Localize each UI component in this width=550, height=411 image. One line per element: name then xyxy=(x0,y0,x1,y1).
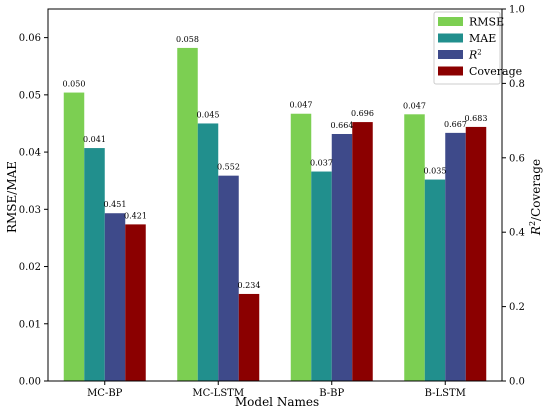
x-tick-label: B-LSTM xyxy=(425,388,466,399)
bar xyxy=(465,126,487,381)
x-tick-label: MC-BP xyxy=(87,388,123,399)
data-label: 0.451 xyxy=(104,200,127,209)
right-y-axis-title: R2/Coverage xyxy=(528,159,543,236)
right-y-tick-label: 0.8 xyxy=(509,79,525,90)
data-label: 0.234 xyxy=(238,281,261,290)
bar xyxy=(331,133,353,381)
bar xyxy=(125,224,146,381)
left-y-tick-label: 0.05 xyxy=(19,90,41,101)
axes-layer: 0.00 0.01 0.02 0.03 0.04 0.05 0.06 0.0 0.2 0.4 0.6… xyxy=(19,5,525,400)
data-label: 0.047 xyxy=(290,101,313,110)
bar xyxy=(177,47,198,381)
left-y-axis-title: RMSE/MAE xyxy=(5,161,19,233)
right-y-tick-label: 0.0 xyxy=(509,377,525,388)
x-axis-title: Model Names xyxy=(235,395,319,409)
bars-layer xyxy=(63,47,487,382)
legend-swatch xyxy=(438,50,463,59)
left-y-tick-label: 0.03 xyxy=(19,205,41,216)
x-tick-label: MC-LSTM xyxy=(192,388,244,399)
data-label: 0.050 xyxy=(63,80,86,89)
right-y-tick-label: 0.2 xyxy=(509,302,525,313)
bar xyxy=(352,122,373,381)
data-label: 0.058 xyxy=(176,35,199,44)
legend-swatch xyxy=(438,33,463,43)
legend-swatch xyxy=(438,17,463,26)
data-label: 0.035 xyxy=(424,167,447,176)
data-label: 0.041 xyxy=(83,135,106,144)
legend: RMSE MAE R2 Coverage xyxy=(433,11,522,85)
bar xyxy=(197,123,219,381)
data-label: 0.045 xyxy=(197,110,220,119)
data-label: 0.047 xyxy=(403,101,426,110)
legend-label: MAE xyxy=(469,32,496,45)
legend-swatch xyxy=(438,66,463,76)
legend-label: R2 xyxy=(468,49,482,62)
bar xyxy=(218,175,239,381)
bar xyxy=(104,213,126,381)
bar xyxy=(445,132,466,381)
data-label: 0.037 xyxy=(310,159,333,168)
data-label: 0.664 xyxy=(331,121,354,130)
x-tick-label: B-BP xyxy=(319,388,344,399)
left-y-tick-label: 0.02 xyxy=(19,262,41,273)
bar xyxy=(84,148,105,381)
bar xyxy=(424,179,446,381)
right-y-tick-label: 0.6 xyxy=(509,153,525,164)
bar xyxy=(238,293,260,381)
data-label: 0.683 xyxy=(465,114,488,123)
data-label: 0.696 xyxy=(351,109,374,118)
data-labels-layer: 0.050 0.041 0.451 0.421 0.058 0.045 0.552 0.234… xyxy=(63,35,488,290)
plot-frame xyxy=(47,8,503,382)
legend-label: RMSE xyxy=(469,16,504,29)
bar xyxy=(311,171,332,381)
data-label: 0.667 xyxy=(444,120,467,129)
left-y-tick-label: 0.01 xyxy=(19,319,41,330)
bar xyxy=(63,92,85,382)
data-label: 0.421 xyxy=(124,211,147,220)
left-y-tick-label: 0.04 xyxy=(19,148,41,159)
right-y-tick-label: 1.0 xyxy=(509,5,525,16)
bar xyxy=(404,114,425,381)
left-y-tick-label: 0.06 xyxy=(19,33,41,44)
right-y-tick-label: 0.4 xyxy=(509,228,525,239)
left-y-tick-label: 0.00 xyxy=(19,377,41,388)
data-label: 0.552 xyxy=(217,163,240,172)
bar xyxy=(290,113,312,382)
legend-label: Coverage xyxy=(469,65,522,78)
legend-frame xyxy=(433,11,501,85)
